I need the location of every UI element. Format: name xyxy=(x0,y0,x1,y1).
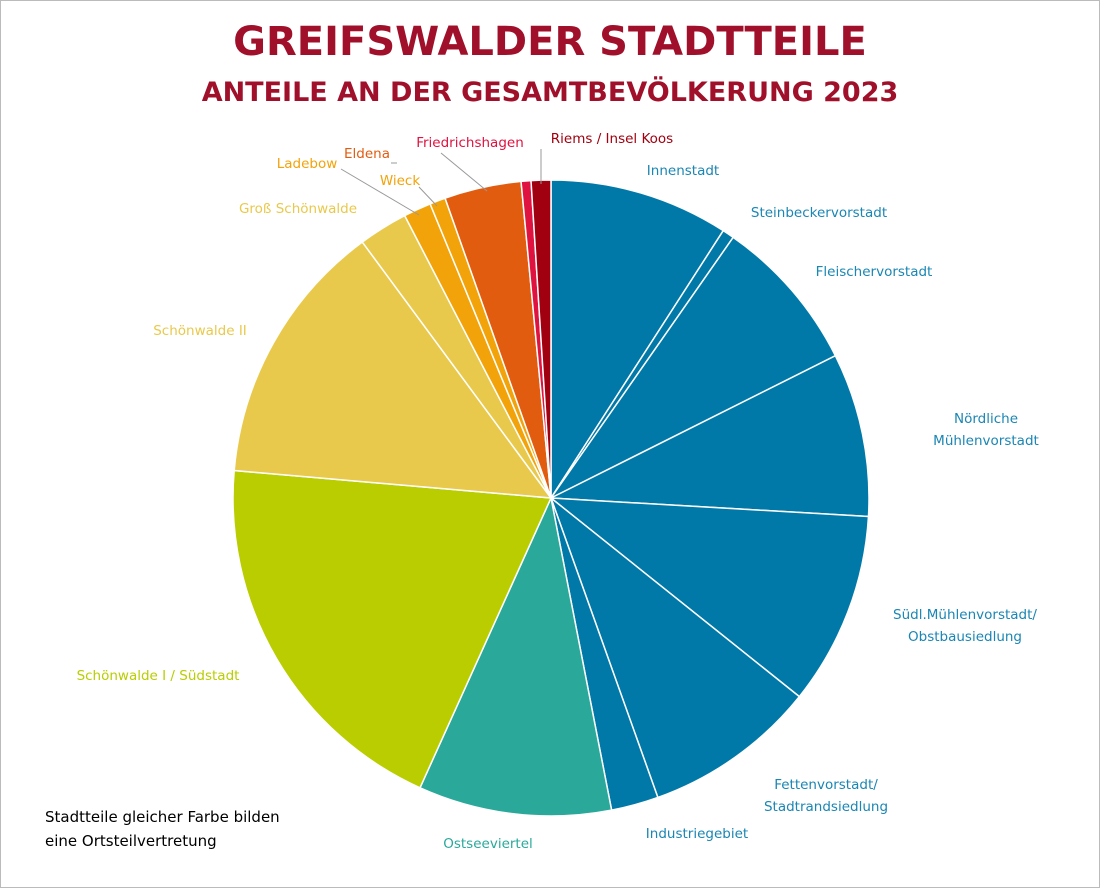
chart-subtitle: ANTEILE AN DER GESAMTBEVÖLKERUNG 2023 xyxy=(201,77,899,108)
slice-label: Eldena xyxy=(344,146,390,162)
slice-label: Wieck xyxy=(379,173,421,189)
slice-label: Steinbeckervorstadt xyxy=(750,205,888,221)
slice-label: Ostseeviertel xyxy=(443,836,533,852)
slice-label: Südl.Mühlenvorstadt/ Obstbausiedlung xyxy=(893,607,1037,645)
pie-slice xyxy=(419,495,613,817)
pie-slice xyxy=(550,179,725,501)
pie-slice xyxy=(549,495,801,799)
pie-slice xyxy=(548,354,870,518)
pie-slice xyxy=(550,236,837,499)
slice-label: Nördliche Mühlenvorstadt xyxy=(933,411,1039,449)
slice-label: Industriegebiet xyxy=(645,826,749,842)
slice-label: Fleischervorstadt xyxy=(815,264,933,280)
note: Stadtteile gleicher Farbe bilden eine Or… xyxy=(45,808,280,850)
leader-line xyxy=(418,186,438,207)
slice-label: Ladebow xyxy=(276,156,338,172)
chart-title: GREIFSWALDER STADTTEILE xyxy=(233,19,867,65)
slice-label: Schönwalde I / Südstadt xyxy=(76,668,240,684)
leader-line xyxy=(340,168,420,216)
pie-slice xyxy=(232,469,553,789)
pie-slice xyxy=(548,497,870,698)
slice-label: Fettenvorstadt/ Stadtrandsiedlung xyxy=(763,777,889,815)
pie-slice xyxy=(233,240,553,499)
leader-line xyxy=(440,152,488,192)
slice-label: Schönwalde II xyxy=(153,323,247,339)
slice-label: Friedrichshagen xyxy=(416,135,524,151)
slice-label: Innenstadt xyxy=(646,163,720,179)
slice-label: Groß Schönwalde xyxy=(238,201,358,217)
slice-label: Riems / Insel Koos xyxy=(550,131,674,147)
